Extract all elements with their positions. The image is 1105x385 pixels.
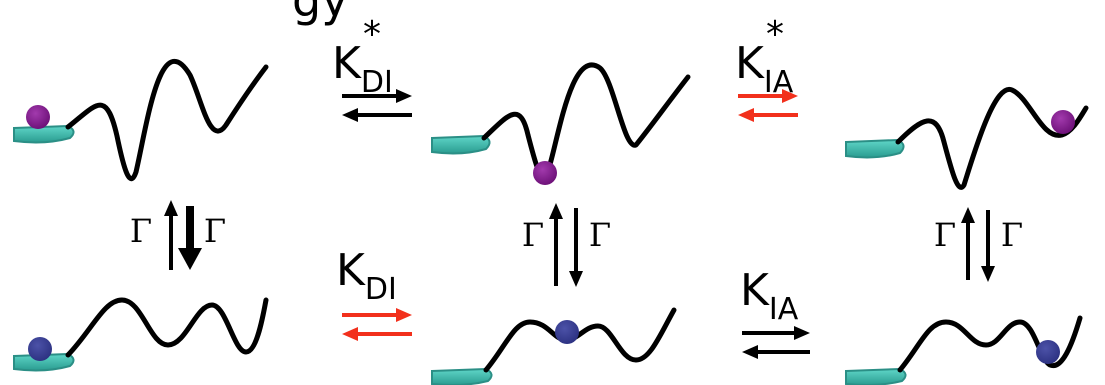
gamma-pair-intermediate: Γ Γ	[522, 203, 611, 287]
surface-slab	[845, 138, 905, 159]
potential-curve	[65, 58, 269, 182]
potential-curve	[483, 307, 677, 373]
header-fragment: gy	[292, 0, 348, 27]
surface-slab	[431, 367, 493, 385]
excited-particle	[1051, 110, 1075, 134]
excited-intermediate-landscape	[431, 62, 691, 185]
backward-arrow	[738, 108, 798, 122]
gamma-label-left: Γ	[934, 216, 956, 254]
up-arrow	[961, 207, 975, 280]
gamma-label-right: Γ	[204, 212, 226, 250]
rate-k-ia: KIA	[740, 265, 810, 359]
excited-particle	[533, 161, 557, 185]
ground-particle	[1036, 340, 1060, 364]
gamma-label-right: Γ	[589, 216, 611, 254]
potential-curve	[895, 87, 1089, 190]
excited-donor-landscape	[13, 58, 269, 182]
ground-acceptor-landscape	[845, 315, 1083, 385]
down-arrow	[178, 206, 202, 270]
backward-arrow	[342, 108, 412, 122]
rate-label: KIA	[740, 265, 799, 327]
forward-arrow	[342, 89, 412, 103]
surface-slab	[13, 352, 75, 372]
forward-arrow	[738, 89, 798, 103]
gamma-label-right: Γ	[1001, 216, 1023, 254]
ground-particle	[28, 337, 52, 361]
potential-curve	[897, 315, 1083, 373]
surface-slab	[431, 134, 491, 155]
up-arrow	[549, 203, 563, 286]
excited-acceptor-landscape	[845, 87, 1089, 190]
excited-particle	[26, 105, 50, 129]
potential-curve	[481, 62, 691, 181]
gamma-pair-donor: Γ Γ	[130, 200, 226, 270]
surface-slab	[13, 124, 75, 144]
rate-k-di: KDI	[336, 245, 412, 341]
potential-curve	[65, 297, 269, 358]
ground-intermediate-landscape	[431, 307, 677, 385]
backward-arrow	[342, 327, 412, 341]
gamma-label-left: Γ	[522, 216, 544, 254]
gamma-pair-acceptor: Γ Γ	[934, 207, 1023, 282]
down-arrow	[981, 210, 995, 282]
rate-k-di-star: KDI *	[332, 14, 412, 122]
forward-arrow	[342, 308, 412, 322]
surface-slab	[845, 367, 907, 385]
rate-label: KDI	[336, 245, 397, 307]
ground-particle	[555, 320, 579, 344]
rate-superscript: *	[766, 14, 784, 55]
gamma-label-left: Γ	[130, 212, 152, 250]
ground-donor-landscape	[13, 297, 269, 372]
rate-superscript: *	[363, 14, 381, 55]
rate-k-ia-star: KIA *	[735, 14, 798, 122]
down-arrow	[569, 208, 583, 287]
backward-arrow	[742, 345, 810, 359]
up-arrow	[164, 200, 178, 270]
forward-arrow	[742, 326, 810, 340]
